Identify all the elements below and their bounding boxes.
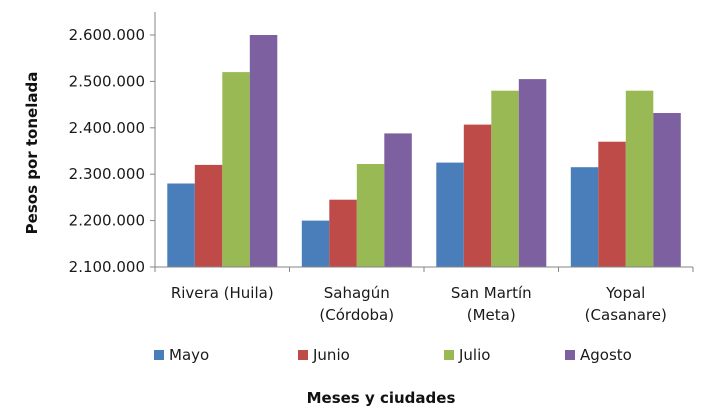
bars-layer xyxy=(167,35,681,267)
category-label: Yopal (Casanare) xyxy=(585,284,667,324)
bar-mayo-0 xyxy=(167,183,195,267)
bar-junio-1 xyxy=(329,199,357,267)
bar-mayo-2 xyxy=(436,162,464,267)
bar-julio-0 xyxy=(222,72,250,267)
x-axis-title: Meses y ciudades xyxy=(307,389,456,407)
bar-junio-0 xyxy=(194,164,223,267)
bar-agosto-3 xyxy=(653,113,681,267)
category-label: Rivera (Huila) xyxy=(171,284,274,302)
legend-swatch-julio xyxy=(444,350,454,360)
legend-label-junio: Junio xyxy=(312,346,350,364)
bar-agosto-2 xyxy=(518,79,547,267)
bar-junio-2 xyxy=(463,124,492,267)
legend-swatch-mayo xyxy=(154,350,164,360)
legend-label-agosto: Agosto xyxy=(580,346,632,364)
bar-junio-3 xyxy=(598,141,626,267)
axes-layer xyxy=(154,12,694,272)
y-tick-label: 2.300.000 xyxy=(69,165,145,183)
bar-julio-1 xyxy=(356,164,385,267)
bar-agosto-1 xyxy=(384,133,412,267)
y-tick-label: 2.400.000 xyxy=(69,119,145,137)
category-label: San Martín (Meta) xyxy=(451,284,532,324)
bar-agosto-0 xyxy=(249,35,278,267)
category-label: Sahagún (Córdoba) xyxy=(319,284,394,324)
bar-mayo-3 xyxy=(570,167,599,267)
y-tick-label: 2.500.000 xyxy=(69,72,145,90)
y-ticks-layer: 2.100.000 2.200.000 2.300.000 2.400.000 2.50… xyxy=(69,26,155,276)
y-tick-label: 2.100.000 xyxy=(69,258,145,276)
bar-julio-2 xyxy=(491,90,519,267)
legend-label-julio: Julio xyxy=(458,346,490,364)
y-tick-label: 2.200.000 xyxy=(69,212,145,230)
legend-swatch-junio xyxy=(298,350,308,360)
bar-mayo-1 xyxy=(301,220,330,267)
legend-label-mayo: Mayo xyxy=(169,346,209,364)
y-axis-title: Pesos por tonelada xyxy=(23,72,41,235)
legend-swatch-agosto xyxy=(565,350,575,360)
y-tick-label: 2.600.000 xyxy=(69,26,145,44)
bar-julio-3 xyxy=(625,90,654,267)
legend: Mayo Junio Julio Agosto xyxy=(154,346,632,364)
category-labels-layer: Rivera (Huila) Sahagún (Córdoba) San Martín… xyxy=(171,284,667,324)
